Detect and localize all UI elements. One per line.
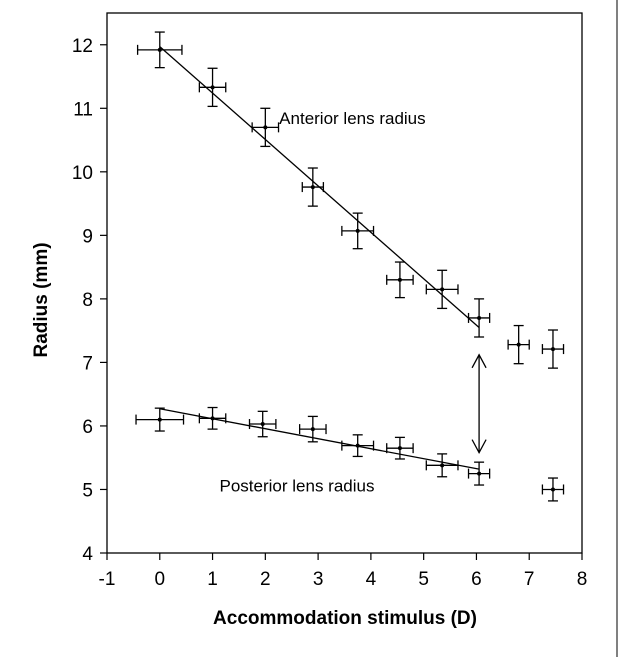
point-marker (397, 446, 402, 451)
point-marker (477, 471, 482, 476)
point-marker (355, 443, 360, 448)
data-point (541, 329, 565, 369)
arrow-head-up (471, 353, 487, 369)
point-marker (310, 185, 315, 190)
axes-frame (106, 12, 583, 554)
data-point (341, 212, 375, 250)
y-axis-title: Radius (mm) (31, 242, 52, 357)
data-points (135, 31, 565, 502)
point-marker (157, 47, 162, 52)
x-tick-label: 6 (471, 569, 482, 590)
point-marker (550, 347, 555, 352)
y-tick-label: 4 (82, 544, 93, 565)
x-tick-label: 5 (418, 569, 429, 590)
x-tick-label: 8 (577, 569, 588, 590)
data-point (298, 415, 327, 443)
point-marker (550, 487, 555, 492)
arrow-head-down (471, 439, 487, 454)
data-point (425, 453, 459, 478)
y-tick-label: 8 (82, 290, 93, 311)
data-point (386, 436, 414, 460)
data-point (467, 461, 491, 486)
y-tick-label: 5 (82, 480, 93, 501)
y-tick-label: 9 (82, 226, 93, 247)
posterior-label: Posterior lens radius (220, 476, 375, 495)
y-tick-label: 10 (72, 163, 93, 184)
data-point (341, 434, 375, 458)
data-point (248, 410, 277, 438)
data-point (541, 477, 565, 502)
x-tick-label: 7 (524, 569, 535, 590)
x-tick-label: -1 (99, 569, 116, 590)
data-point (135, 407, 185, 432)
point-marker (157, 417, 162, 422)
point-marker (440, 287, 445, 292)
data-point (198, 406, 227, 430)
y-tick-label: 11 (73, 99, 93, 120)
data-point (507, 324, 530, 365)
point-marker (477, 315, 482, 320)
point-marker (516, 342, 521, 347)
data-point (467, 298, 491, 338)
difference-arrow (471, 353, 487, 454)
data-point (198, 67, 227, 108)
point-marker (210, 85, 215, 90)
x-axis-title: Accommodation stimulus (D) (213, 608, 477, 629)
point-marker (397, 277, 402, 282)
data-point (301, 167, 325, 207)
anterior-label: Anterior lens radius (279, 109, 425, 128)
y-tick-label: 6 (82, 417, 93, 438)
data-point (425, 269, 459, 310)
x-tick-label: 0 (154, 569, 165, 590)
data-point (386, 261, 414, 299)
y-tick-label: 7 (82, 353, 93, 374)
data-point (136, 31, 183, 69)
x-tick-label: 1 (207, 569, 218, 590)
y-tick-label: 12 (72, 36, 93, 57)
point-marker (263, 125, 268, 130)
point-marker (310, 427, 315, 432)
x-tick-label: 4 (366, 569, 377, 590)
point-marker (440, 463, 445, 468)
point-marker (210, 416, 215, 421)
point-marker (260, 422, 265, 427)
annotations: Anterior lens radius Posterior lens radiu… (220, 109, 426, 495)
point-marker (355, 228, 360, 233)
x-tick-label: 2 (260, 569, 271, 590)
data-point (251, 107, 280, 148)
x-tick-label: 3 (313, 569, 324, 590)
